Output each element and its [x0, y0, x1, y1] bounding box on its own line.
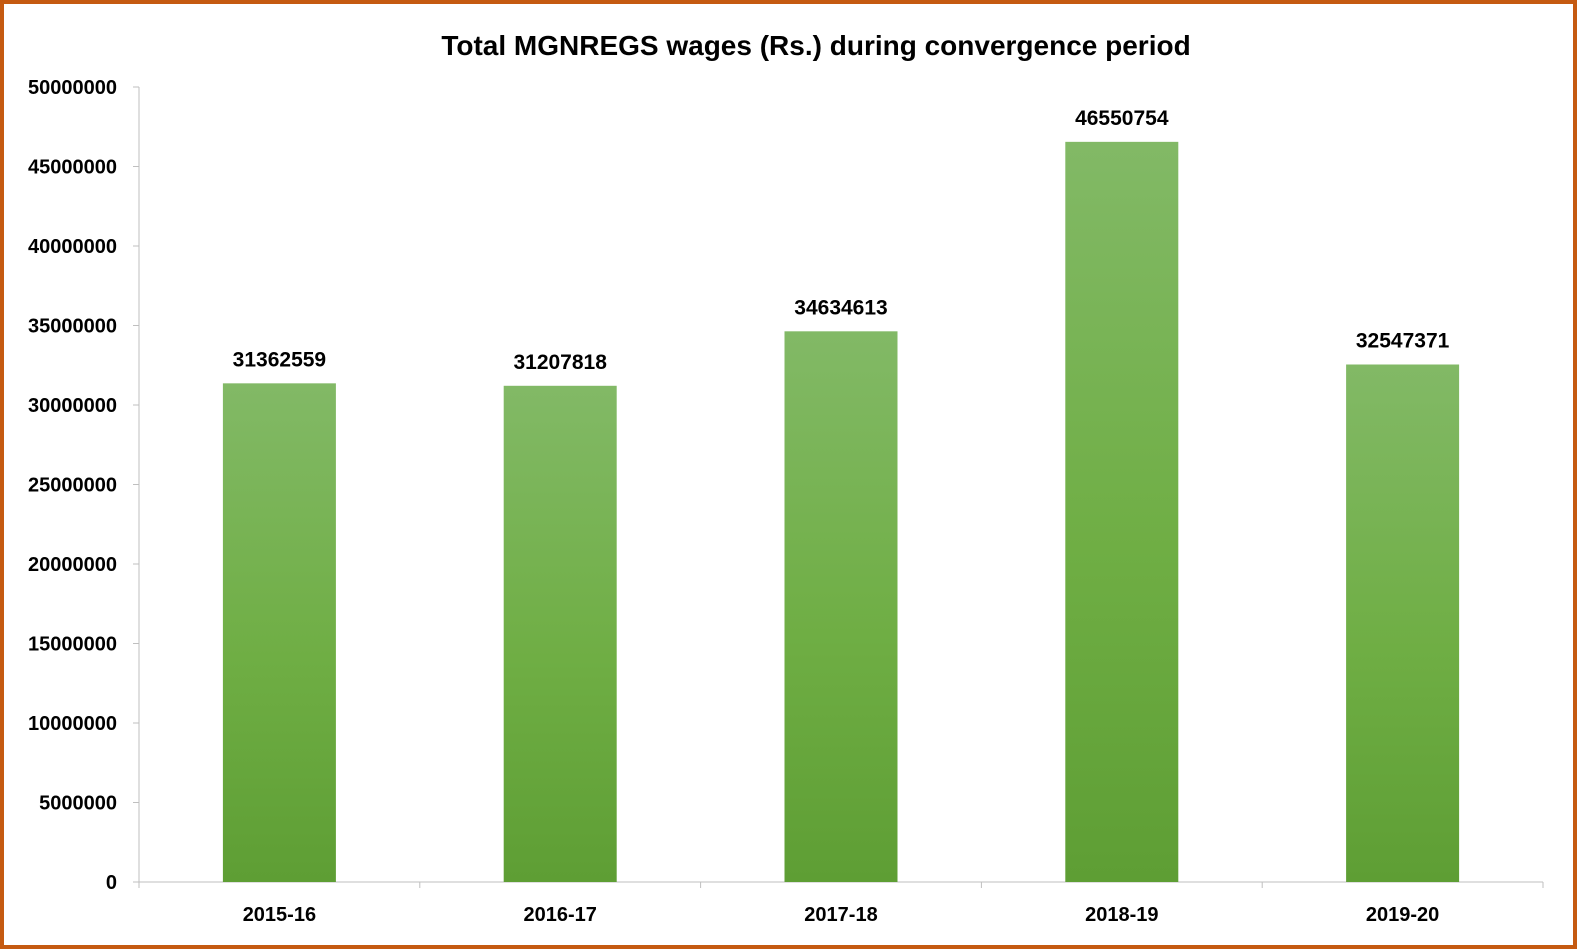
data-label: 34634613 — [794, 296, 887, 319]
x-tick-label: 2019-20 — [1366, 904, 1439, 926]
x-tick-label: 2018-19 — [1085, 904, 1158, 926]
y-tick-label: 0 — [106, 872, 117, 894]
bar-2017-18 — [784, 331, 898, 882]
bar-2016-17 — [503, 385, 617, 882]
y-tick-label: 40000000 — [28, 236, 117, 258]
y-tick-label: 15000000 — [28, 634, 117, 656]
y-tick-label: 30000000 — [28, 395, 117, 417]
bar-2019-20 — [1346, 364, 1460, 882]
y-tick-label: 10000000 — [28, 713, 117, 735]
x-tick-label: 2015-16 — [243, 904, 316, 926]
data-label: 31362559 — [233, 348, 326, 371]
data-label: 31207818 — [513, 351, 607, 374]
x-tick-label: 2017-18 — [804, 904, 877, 926]
y-tick-label: 35000000 — [28, 316, 117, 338]
y-tick-label: 25000000 — [28, 475, 117, 497]
x-tick-label: 2016-17 — [523, 904, 596, 926]
y-tick-label: 50000000 — [28, 77, 117, 99]
chart-title: Total MGNREGS wages (Rs.) during converg… — [441, 30, 1191, 61]
data-label: 32547371 — [1356, 329, 1450, 352]
data-label: 46550754 — [1075, 107, 1169, 130]
bar-2018-19 — [1065, 141, 1179, 882]
y-tick-label: 20000000 — [28, 554, 117, 576]
bar-2015-16 — [222, 383, 336, 882]
y-tick-label: 5000000 — [39, 793, 117, 815]
y-tick-label: 45000000 — [28, 157, 117, 179]
